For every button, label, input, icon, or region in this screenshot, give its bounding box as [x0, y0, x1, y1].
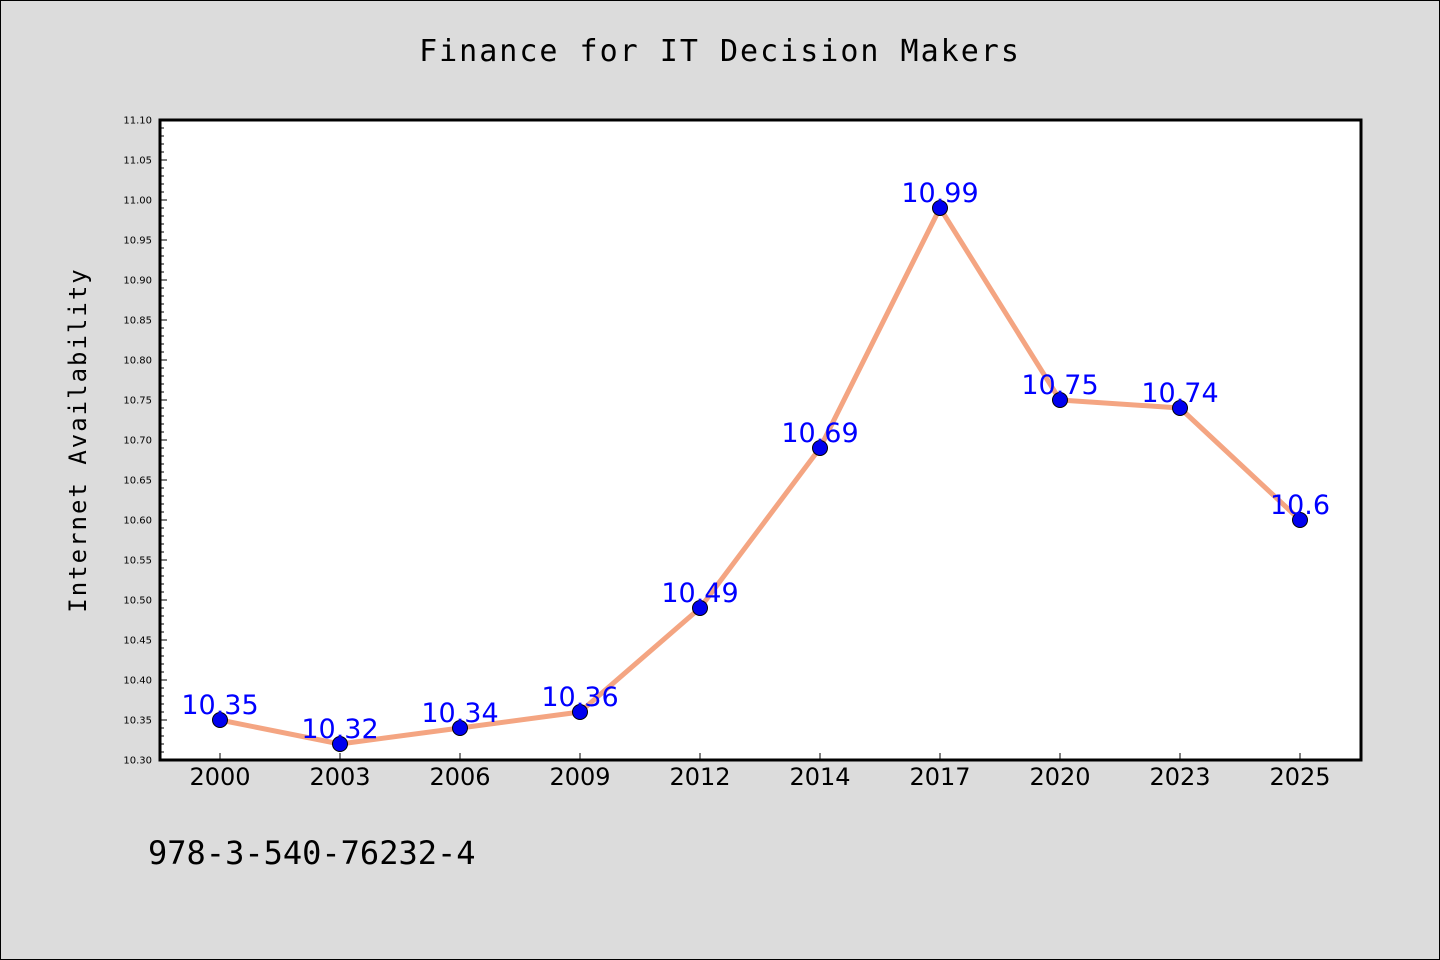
y-tick-label: 10.85: [123, 316, 152, 327]
x-tick-label: 2025: [1269, 763, 1330, 791]
data-point-marker: [1292, 512, 1308, 528]
data-label: 10.99: [901, 178, 978, 209]
data-label: 10.49: [661, 578, 738, 609]
y-tick-label: 10.45: [123, 636, 152, 647]
y-tick-label: 10.35: [123, 716, 152, 727]
x-tick-label: 2009: [549, 763, 610, 791]
data-point-marker: [332, 736, 348, 752]
data-label: 10.74: [1141, 378, 1218, 409]
y-tick-label: 11.00: [123, 196, 152, 207]
y-tick-label: 10.40: [123, 676, 152, 687]
data-label: 10.36: [541, 682, 618, 713]
data-label: 10.69: [781, 418, 858, 449]
data-point-marker: [692, 600, 708, 616]
y-tick-label: 10.70: [123, 436, 152, 447]
x-tick-label: 2014: [789, 763, 850, 791]
x-tick-label: 2003: [309, 763, 370, 791]
y-tick-label: 11.05: [123, 156, 152, 167]
x-tick-label: 2012: [669, 763, 730, 791]
data-label: 10.32: [301, 714, 378, 745]
y-tick-label: 10.65: [123, 476, 152, 487]
data-point-marker: [812, 440, 828, 456]
y-tick-label: 10.30: [123, 756, 152, 767]
y-tick-label: 10.90: [123, 276, 152, 287]
data-point-marker: [1172, 400, 1188, 416]
chart-title: Finance for IT Decision Makers: [419, 34, 1021, 69]
data-point-marker: [1052, 392, 1068, 408]
data-point-marker: [212, 712, 228, 728]
y-tick-label: 10.80: [123, 356, 152, 367]
y-tick-label: 10.50: [123, 596, 152, 607]
series-line: [217, 205, 1303, 747]
data-point-marker: [572, 704, 588, 720]
x-tick-label: 2000: [189, 763, 250, 791]
x-tick-label: 2017: [909, 763, 970, 791]
x-tick-label: 2006: [429, 763, 490, 791]
x-tick-label: 2020: [1029, 763, 1090, 791]
data-label: 10.6: [1270, 490, 1330, 521]
data-point-marker: [452, 720, 468, 736]
data-label: 10.34: [421, 698, 498, 729]
y-tick-label: 10.55: [123, 556, 152, 567]
y-tick-label: 10.60: [123, 516, 152, 527]
plot-area: [158, 118, 1363, 762]
y-tick-label: 10.75: [123, 396, 152, 407]
y-axis-label: Internet Availability: [64, 267, 92, 612]
data-label: 10.75: [1021, 370, 1098, 401]
y-tick-label: 11.10: [123, 116, 152, 127]
data-label: 10.35: [181, 690, 258, 721]
y-tick-label: 10.95: [123, 236, 152, 247]
x-tick-label: 2023: [1149, 763, 1210, 791]
footer-code: 978-3-540-76232-4: [148, 834, 476, 872]
data-point-marker: [932, 200, 948, 216]
